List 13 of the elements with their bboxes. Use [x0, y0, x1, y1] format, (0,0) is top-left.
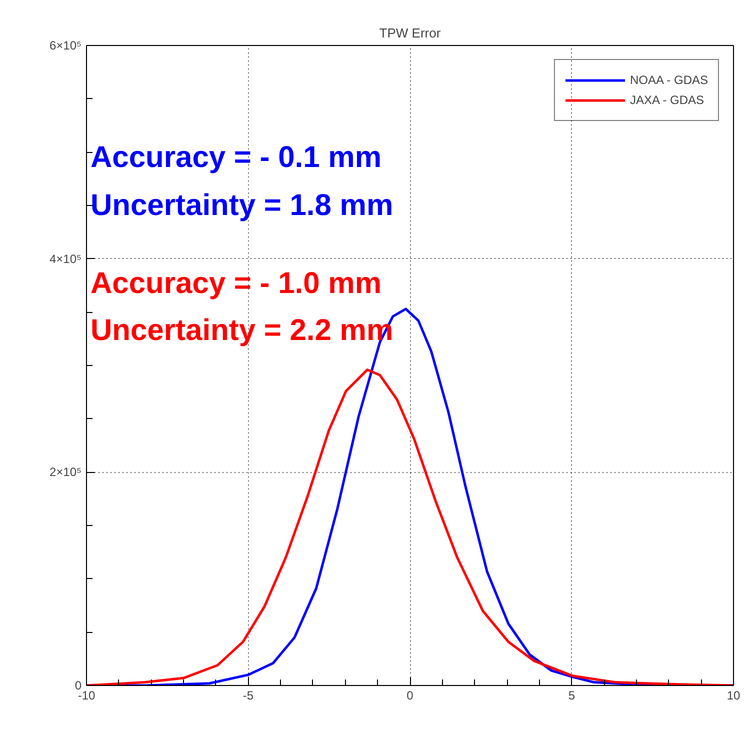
y-tick-label: 4×10⁵	[49, 252, 82, 266]
x-tick-label: 5	[568, 688, 576, 702]
x-tick-label: 10	[726, 688, 740, 702]
annotation: Accuracy = - 0.1 mm	[90, 141, 382, 174]
annotation: Accuracy = - 1.0 mm	[90, 267, 382, 300]
legend-label: NOAA - GDAS	[630, 73, 708, 87]
legend-label: JAXA - GDAS	[630, 93, 704, 107]
x-tick-label: -5	[242, 688, 254, 702]
annotation: Uncertainty = 1.8 mm	[90, 189, 394, 222]
y-tick-label: 2×10⁵	[49, 465, 82, 480]
y-tick-label: 6×10⁵	[49, 38, 82, 52]
x-tick-label: 0	[406, 688, 414, 702]
chart-title: TPW Error	[379, 26, 442, 40]
